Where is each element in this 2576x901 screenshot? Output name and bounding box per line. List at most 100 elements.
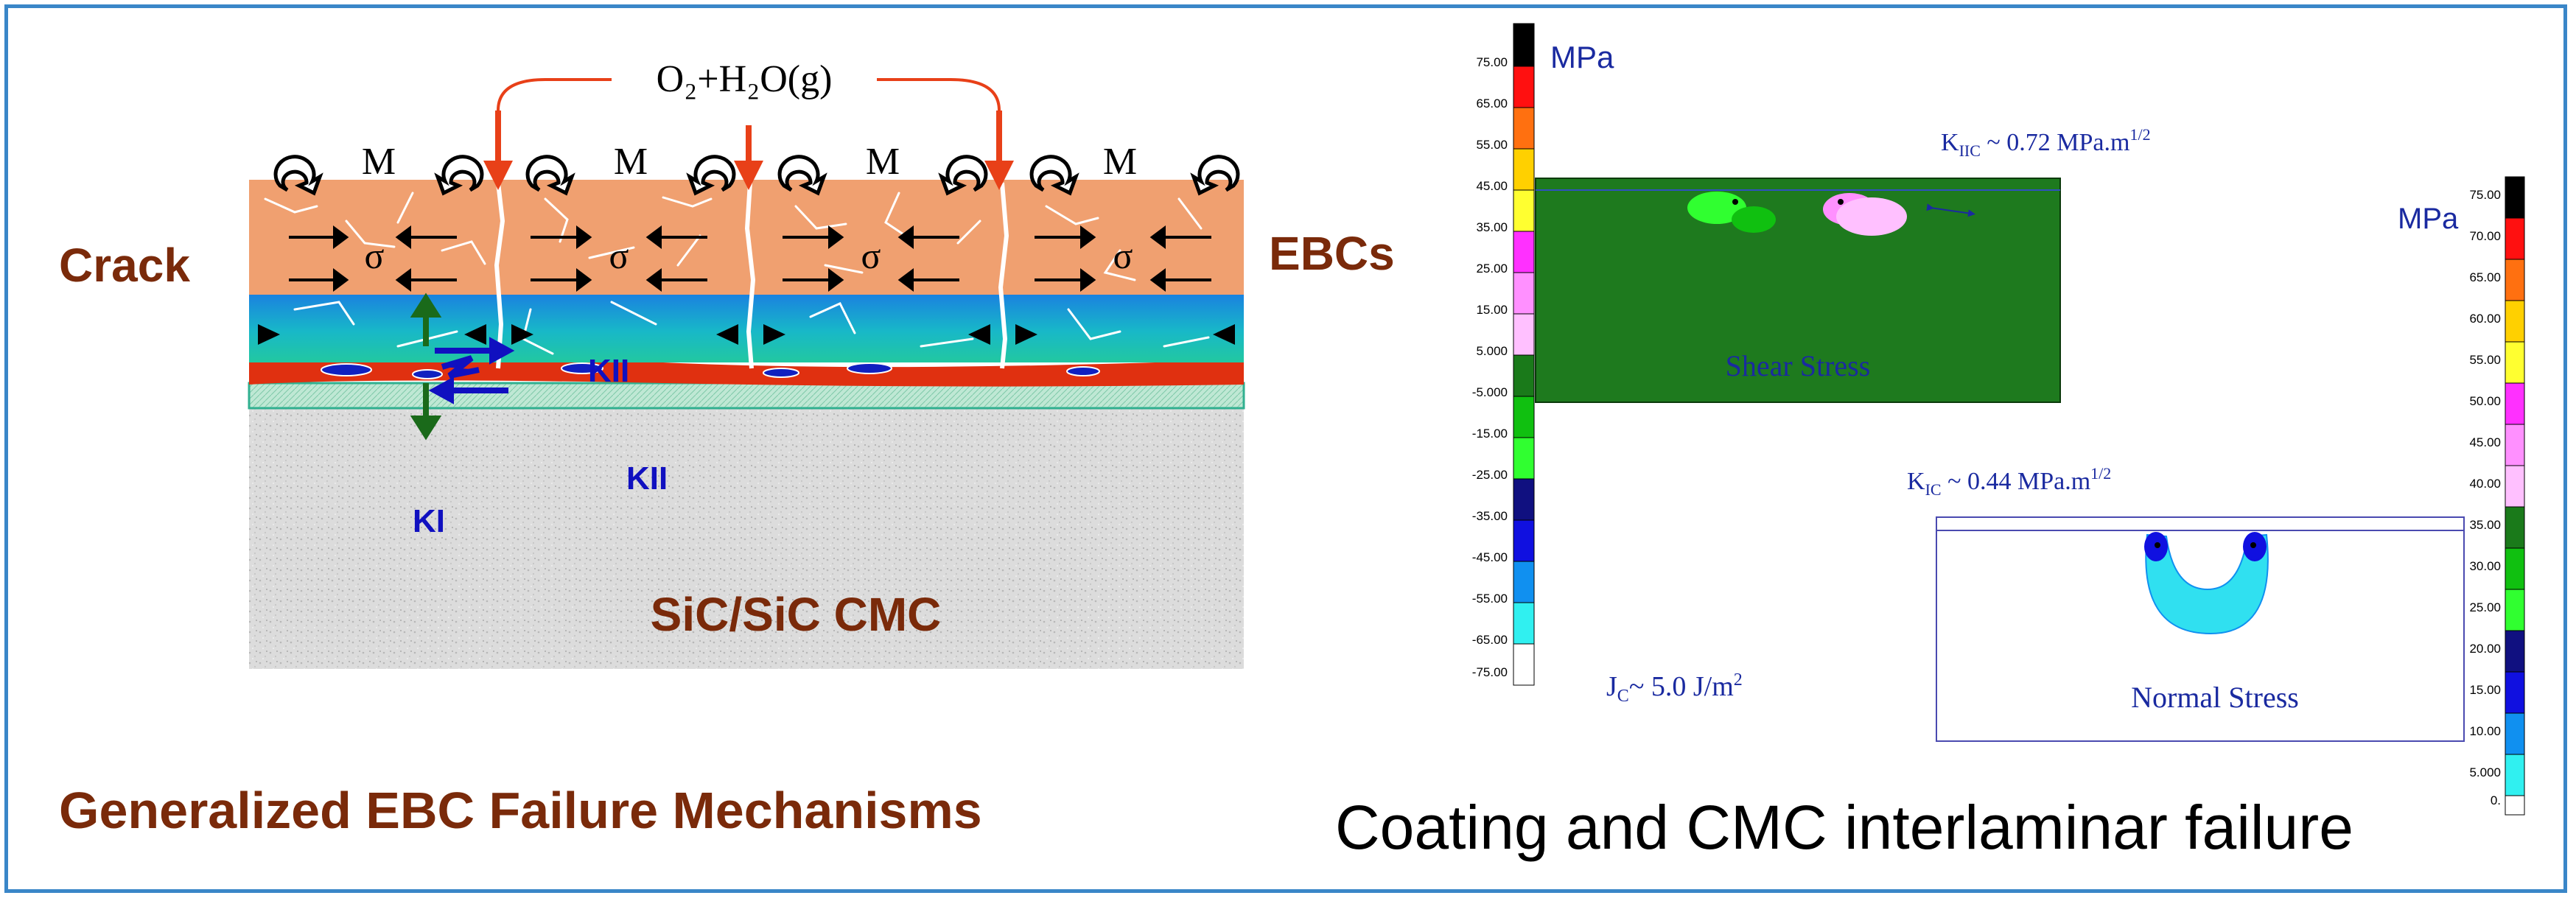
left-tick: 25.00: [1476, 262, 1508, 276]
left-tick: 65.00: [1476, 97, 1508, 111]
moment-arrow-3b: [938, 155, 988, 196]
left-tick: -75.00: [1472, 665, 1508, 679]
right-tick: 60.00: [2469, 312, 2501, 326]
right-tick: 10.00: [2469, 724, 2501, 738]
moment-arrow-1b: [434, 155, 484, 196]
k2c-exponent: 1/2: [2129, 125, 2150, 144]
right-tick: 70.00: [2469, 229, 2501, 243]
segment-1-arrows: [289, 225, 457, 292]
moment-label-2: M: [614, 141, 648, 183]
left-tick: -55.00: [1472, 592, 1508, 606]
mode-i-arrows: [410, 292, 442, 441]
stress-label-2: σ: [609, 235, 629, 276]
segment-2-arrows: [531, 225, 707, 292]
k2c-subscript: IIC: [1959, 141, 1981, 160]
k2c-symbol: K: [1941, 129, 1959, 156]
k1c-exponent: 1/2: [2090, 464, 2111, 483]
right-tick: 65.00: [2469, 270, 2501, 284]
left-tick: -15.00: [1472, 427, 1508, 441]
right-tick: 75.00: [2469, 188, 2501, 202]
microcracks: [264, 192, 1210, 355]
bond-layer: [248, 382, 1245, 410]
left-scale-labels: 75.00 65.00 55.00 45.00 35.00 25.00 15.0…: [1472, 55, 1508, 679]
left-unit-label: MPa: [1550, 40, 1614, 74]
jc-annotation: JC~ 5.0 J/m2: [1606, 670, 1743, 706]
left-tick: -45.00: [1472, 550, 1508, 564]
left-tick: 55.00: [1476, 138, 1508, 152]
left-tick: 75.00: [1476, 55, 1508, 69]
stress-label-4: σ: [1113, 235, 1133, 276]
right-tick: 5.000: [2469, 765, 2501, 779]
segment-4-arrows: [1035, 225, 1211, 292]
right-tick: 45.00: [2469, 435, 2501, 449]
k1-label: KI: [413, 503, 445, 539]
stress-arrows: [289, 225, 1211, 292]
left-tick: -65.00: [1472, 633, 1508, 647]
normal-stress-label: Normal Stress: [2131, 681, 2299, 714]
ebc-schematic: M M M M σ σ σ σ O₂+H₂O(g) KII KII: [59, 58, 1395, 839]
moment-arrow-1a: [273, 155, 323, 196]
right-tick: 30.00: [2469, 559, 2501, 573]
moment-label-1: M: [362, 141, 396, 183]
right-tick: 25.00: [2469, 600, 2501, 614]
left-tick: 5.000: [1476, 344, 1508, 358]
right-tick: 0.: [2491, 793, 2501, 807]
right-tick: 35.00: [2469, 518, 2501, 532]
left-tick: -5.000: [1472, 385, 1508, 399]
cmc-substrate: [249, 407, 1244, 669]
moment-arrow-4b: [1190, 155, 1240, 196]
oxidant-label: O₂+H₂O(g): [657, 58, 833, 100]
right-tick: 40.00: [2469, 477, 2501, 491]
moment-arrow-3a: [777, 155, 827, 196]
right-tick: 50.00: [2469, 394, 2501, 408]
moment-label-4: M: [1103, 141, 1137, 183]
k1c-symbol: K: [1907, 468, 1925, 495]
k2c-value: ~ 0.72 MPa.m: [1981, 129, 2130, 156]
jc-symbol: J: [1606, 671, 1617, 702]
k2c-annotation: KIIC ~ 0.72 MPa.m1/2: [1941, 125, 2151, 160]
substrate-label: SiC/SiC CMC: [651, 588, 942, 641]
oxidant-bracket: [483, 78, 1014, 190]
right-unit-label: MPa: [2398, 203, 2459, 235]
left-caption: Generalized EBC Failure Mechanisms: [59, 782, 982, 839]
normal-lobes: [2144, 532, 2269, 635]
left-tick: 35.00: [1476, 220, 1508, 234]
moment-arrow-2a: [525, 155, 575, 196]
moment-arrow-4a: [1029, 155, 1079, 196]
k1c-value: ~ 0.44 MPa.m: [1942, 468, 2091, 495]
jc-value: ~ 5.0 J/m: [1629, 671, 1734, 702]
right-scale-labels: 75.00 70.00 65.00 60.00 55.00 50.00 45.0…: [2469, 188, 2501, 807]
moment-arrow-2b: [686, 155, 736, 196]
left-tick: 15.00: [1476, 303, 1508, 317]
moment-label-3: M: [866, 141, 900, 183]
right-caption: Coating and CMC interlaminar failure: [1335, 793, 2353, 862]
vertical-cracks: [494, 182, 1009, 369]
right-tick: 55.00: [2469, 353, 2501, 367]
shear-stress-label: Shear Stress: [1726, 349, 1871, 382]
shear-crack-arrow: [1926, 203, 1975, 217]
left-tick: -25.00: [1472, 468, 1508, 482]
crack-label: Crack: [59, 239, 190, 292]
k1c-annotation: KIC ~ 0.44 MPa.m1/2: [1907, 464, 2111, 499]
right-tick: 15.00: [2469, 683, 2501, 697]
figure-border: [4, 4, 2567, 893]
left-tick: 45.00: [1476, 179, 1508, 193]
mode-ii-arrows: [428, 337, 515, 404]
right-tick: 20.00: [2469, 642, 2501, 656]
stress-label-3: σ: [861, 235, 881, 276]
jc-subscript: C: [1617, 687, 1629, 706]
k2-upper-label: KII: [588, 353, 629, 389]
k1c-subscript: IC: [1925, 480, 1942, 499]
left-colorbar: [1513, 23, 1535, 686]
interface-pockets: [321, 362, 1100, 379]
mid-layer-triangles: [258, 324, 1235, 345]
jc-exponent: 2: [1734, 670, 1743, 690]
ebcs-label: EBCs: [1269, 227, 1395, 280]
fea-panel: 75.00 65.00 55.00 45.00 35.00 25.00 15.0…: [1335, 23, 2525, 862]
left-tick: -35.00: [1472, 509, 1508, 523]
segment-3-arrows: [783, 225, 959, 292]
ebc-mid-layer: [249, 293, 1244, 362]
k2-lower-label: KII: [626, 460, 668, 497]
right-colorbar: [2505, 176, 2525, 816]
